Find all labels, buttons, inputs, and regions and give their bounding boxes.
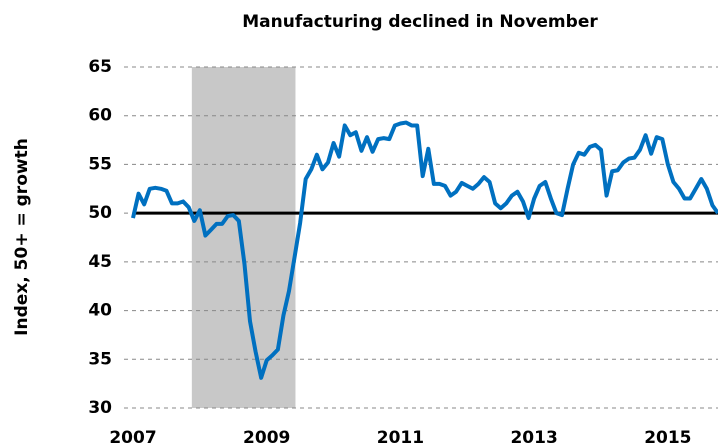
y-tick-label: 50	[88, 203, 112, 223]
y-tick-label: 65	[88, 57, 112, 77]
y-axis-label: Index, 50+ = growth	[12, 138, 32, 336]
x-tick-label: 2007	[109, 428, 156, 448]
y-tick-label: 40	[88, 301, 112, 321]
y-tick-label: 35	[88, 349, 112, 369]
y-tick-label: 55	[88, 154, 112, 174]
y-tick-label: 30	[88, 398, 112, 418]
data-line	[131, 120, 718, 380]
x-tick-label: 2015	[644, 428, 691, 448]
y-tick-label: 60	[88, 106, 112, 126]
chart-title: Manufacturing declined in November	[242, 12, 598, 32]
x-tick-label: 2009	[243, 428, 290, 448]
x-tick-label: 2011	[377, 428, 424, 448]
y-tick-label: 45	[88, 252, 112, 272]
x-tick-label: 2013	[510, 428, 557, 448]
recession-shade	[191, 67, 296, 408]
